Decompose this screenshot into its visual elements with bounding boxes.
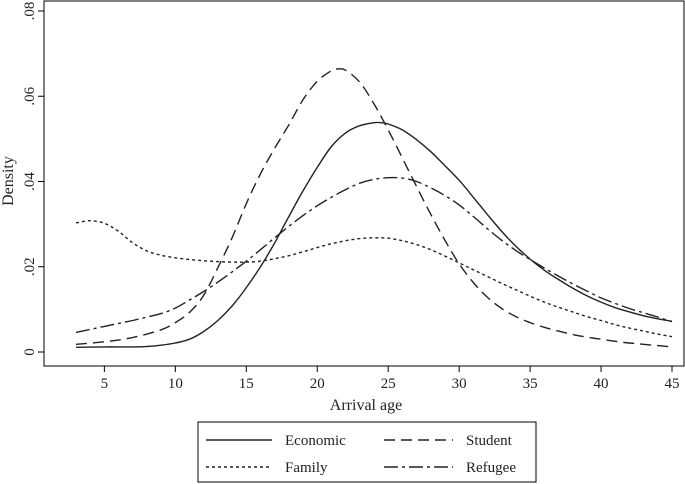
y-axis-label: Density [0,156,17,206]
x-tick-label: 20 [310,376,325,392]
legend-label: Student [466,433,513,449]
plot-frame [43,0,685,367]
x-tick-label: 40 [594,376,609,392]
legend-label: Family [285,460,328,476]
y-tick-label: .06 [22,86,38,105]
y-tick-label: .04 [22,172,38,191]
y-tick-label: .02 [22,257,38,276]
plot-border [43,0,685,367]
legend-label: Economic [285,433,346,449]
series-line-family [75,219,673,338]
y-tick-label: 0 [22,348,38,356]
series-lines [75,68,673,348]
x-axis-label: Arrival age [330,397,402,414]
x-tick-label: 15 [239,376,254,392]
x-tick-label: 10 [168,376,183,392]
legend-box [197,421,537,483]
y-tick-label: .08 [22,2,38,21]
x-tick-label: 35 [523,376,538,392]
legend: Economic Student Family Refugee [197,421,537,483]
x-axis: 5 10 15 20 25 30 35 40 45 [101,366,680,392]
x-tick-label: 5 [101,376,109,392]
x-tick-label: 45 [665,376,680,392]
series-line-economic [75,121,673,348]
series-line-student [75,68,673,348]
series-line-refugee [75,176,673,334]
legend-label: Refugee [466,460,516,476]
x-tick-label: 25 [381,376,396,392]
y-axis: 0 .02 .04 .06 .08 [22,2,44,356]
x-tick-label: 30 [452,376,467,392]
